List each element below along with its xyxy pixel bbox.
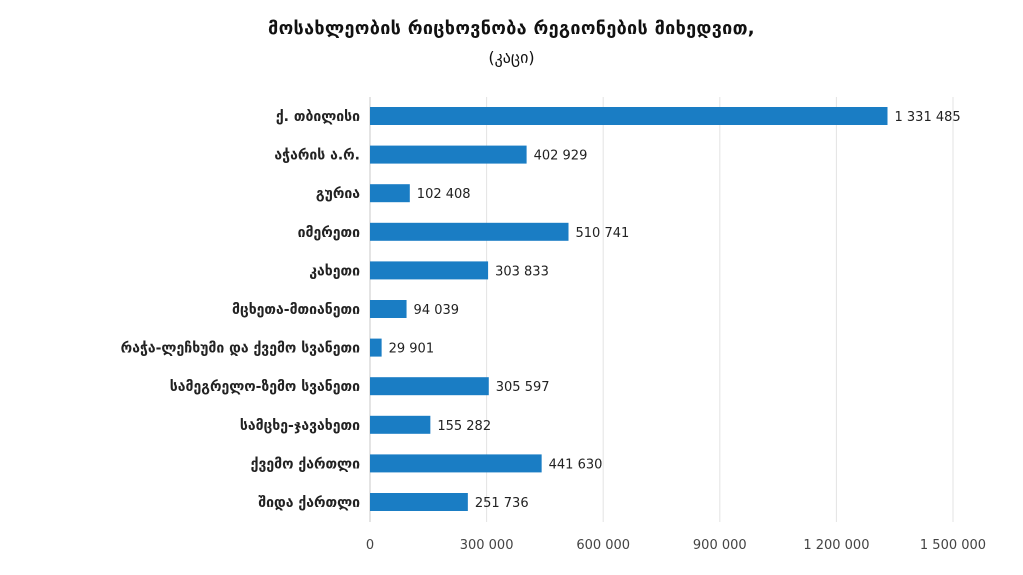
x-tick-labels: 0 300 000 600 000 900 000 1 200 000 1 500 000 xyxy=(366,538,986,553)
x-tick-label: 1 500 000 xyxy=(920,538,986,553)
category-label: აჭარის ა.რ. xyxy=(274,148,360,164)
value-label: 29 901 xyxy=(389,342,435,357)
category-label: რაჭა-ლეჩხუმი და ქვემო სვანეთი xyxy=(121,341,360,357)
category-labels: ქ. თბილისი აჭარის ა.რ. გურია იმერეთი კახეთი მ… xyxy=(121,109,361,511)
chart-subtitle: (კაცი) xyxy=(488,48,535,67)
x-tick-label: 0 xyxy=(366,538,374,553)
x-tick-label: 600 000 xyxy=(576,538,630,553)
category-label: სამცხე-ჯავახეთი xyxy=(240,418,360,434)
category-label: სამეგრელო-ზემო სვანეთი xyxy=(170,379,360,395)
value-label: 303 833 xyxy=(495,264,549,279)
chart-title: მოსახლეობის რიცხოვნობა რეგიონების მიხედვ… xyxy=(268,18,755,39)
category-label: შიდა ქართლი xyxy=(258,495,360,511)
category-label: ქვემო ქართლი xyxy=(251,456,360,472)
category-label: ქ. თბილისი xyxy=(276,109,360,125)
bars xyxy=(370,107,888,511)
bar xyxy=(370,145,527,164)
category-label: მცხეთა-მთიანეთი xyxy=(232,302,360,318)
value-label: 251 736 xyxy=(475,496,529,511)
x-tick-label: 1 200 000 xyxy=(803,538,869,553)
bar xyxy=(370,493,468,511)
bar xyxy=(370,184,410,203)
value-label: 94 039 xyxy=(414,303,460,318)
bar xyxy=(370,107,888,125)
bar xyxy=(370,454,542,473)
value-label: 102 408 xyxy=(417,187,471,202)
value-label: 402 929 xyxy=(534,149,588,164)
value-label: 510 741 xyxy=(576,226,630,241)
bar xyxy=(370,415,431,434)
value-label: 155 282 xyxy=(437,419,491,434)
bar xyxy=(370,300,407,318)
x-tick-label: 300 000 xyxy=(460,538,514,553)
bar xyxy=(370,222,569,241)
bar xyxy=(370,338,382,357)
bar xyxy=(370,377,489,396)
category-label: კახეთი xyxy=(309,263,360,279)
x-tick-label: 900 000 xyxy=(693,538,747,553)
value-label: 305 597 xyxy=(496,380,550,395)
category-label: გურია xyxy=(316,186,360,202)
category-label: იმერეთი xyxy=(298,225,360,241)
bar xyxy=(370,261,489,280)
value-label: 1 331 485 xyxy=(895,110,961,125)
value-labels: 1 331 485 402 929 102 408 510 741 303 833 94 … xyxy=(389,110,961,511)
value-label: 441 630 xyxy=(549,457,603,472)
